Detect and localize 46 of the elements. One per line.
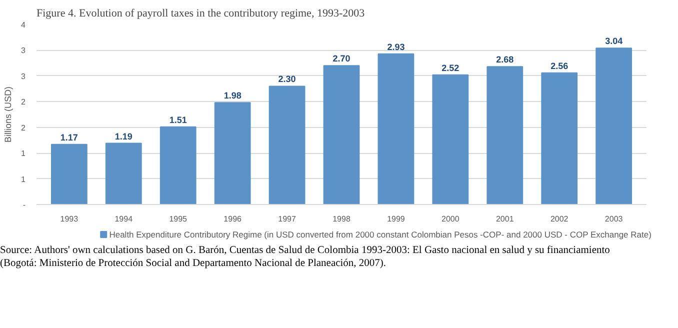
y-tick-label: 2	[21, 98, 26, 107]
x-tick-label: 1993	[60, 214, 79, 224]
bar	[268, 86, 306, 204]
y-tick-label: 3	[21, 46, 26, 56]
bar	[432, 74, 469, 204]
text: 1.98	[224, 90, 242, 101]
bar	[596, 48, 632, 204]
source-note: Source: Authors' own calculations based on G. Barón, Cuentas de Salud de Colombia 1993-2003: El Gasto nacional en salud y su financiamiento	[0, 244, 610, 257]
x-tick-label: 1994	[114, 214, 134, 224]
text: 1.51	[169, 114, 187, 125]
x-tick-label: 2001	[496, 214, 514, 224]
bar	[541, 72, 578, 204]
y-axis-title: Billions (USD)	[3, 86, 14, 143]
x-tick-label: 1999	[387, 214, 406, 224]
y-tick-label: 3	[21, 72, 26, 81]
x-tick-label: 2000	[442, 214, 460, 224]
text: 2.68	[496, 54, 514, 65]
bar	[50, 144, 88, 204]
text: 1.19	[114, 131, 132, 142]
legend-label: Health Expenditure Contributory Regime (in USD converted from 2000 constant Colombian Pesos -COP- and 2000 USD - COP Exchange Rate)	[109, 230, 652, 240]
x-tick-label: 1995	[169, 214, 188, 224]
bar	[105, 142, 142, 204]
text: 3.04	[605, 36, 623, 46]
text: 2.56	[550, 60, 568, 71]
text: 2.93	[387, 42, 405, 52]
text: 2.70	[332, 54, 350, 64]
y-tick-label: 1	[21, 149, 26, 158]
x-tick-label: 1996	[224, 214, 242, 224]
x-tick-label: 1998	[332, 214, 351, 224]
bar	[378, 53, 414, 204]
bar	[160, 126, 196, 204]
y-tick-label: 1	[21, 174, 26, 184]
y-tick-label: 2	[21, 123, 26, 132]
text: 2.30	[278, 74, 296, 84]
x-tick-label: 1997	[278, 214, 296, 224]
y-tick-label: 4	[21, 20, 26, 30]
text: 2.52	[442, 62, 460, 73]
bar	[214, 102, 251, 204]
bar	[323, 65, 360, 204]
chart-title: Figure 4. Evolution of payroll taxes in the contributory regime, 1993-2003	[36, 8, 366, 20]
text: 1.17	[60, 132, 78, 142]
x-tick-label: 2003	[604, 214, 624, 224]
y-tick-label: -	[22, 200, 26, 210]
x-tick-label: 2002	[550, 214, 569, 224]
text: (Bogotá: Ministerio de Protección Social and Departamento Nacional de Planeación, 2007).	[0, 257, 386, 270]
bar	[486, 66, 524, 204]
